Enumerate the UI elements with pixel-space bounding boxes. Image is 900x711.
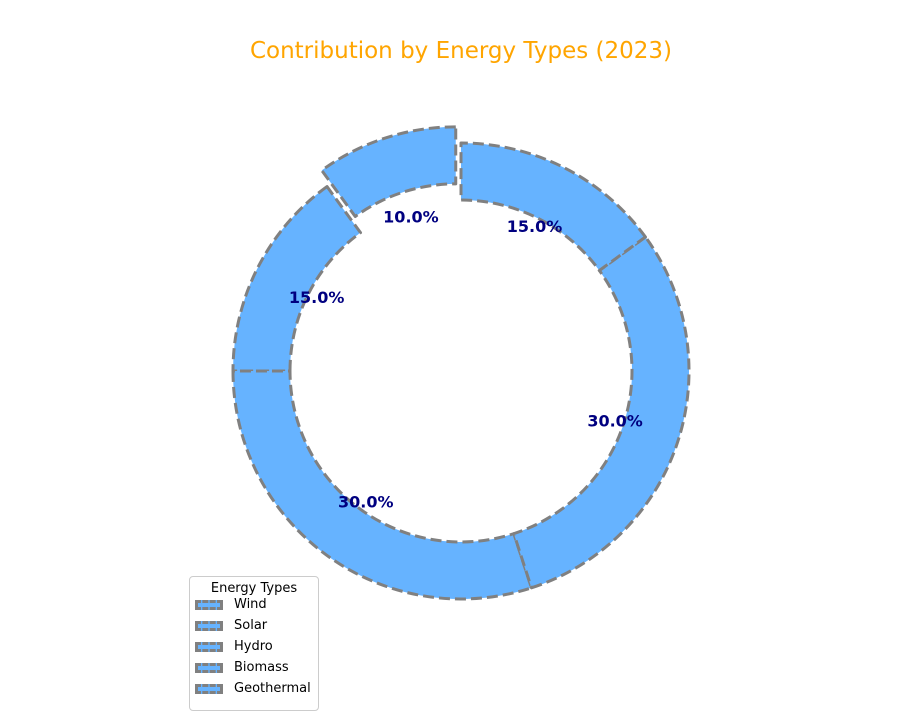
wedge-group (231, 125, 691, 601)
chart-title: Contribution by Energy Types (2023) (249, 38, 673, 64)
pct-label-solar: 15.0% (289, 288, 345, 307)
legend-item-hydro: Hydro (190, 638, 318, 659)
legend-swatch (195, 600, 223, 610)
legend-label: Hydro (234, 639, 273, 654)
legend-item-biomass: Biomass (190, 659, 318, 680)
legend-swatch (195, 684, 223, 694)
wedge-biomass (512, 235, 691, 590)
pct-label-biomass: 30.0% (587, 412, 643, 431)
legend-swatch (195, 642, 223, 652)
percentage-label-group: 10.0% 15.0% 30.0% 30.0% 15.0% (289, 207, 643, 511)
legend-item-wind: Wind (190, 596, 318, 617)
legend-label: Geothermal (234, 681, 311, 696)
legend-item-solar: Solar (190, 617, 318, 638)
legend-label: Solar (234, 618, 268, 633)
pct-label-wind: 10.0% (383, 207, 439, 226)
legend-swatch (195, 663, 223, 673)
legend-swatch (195, 621, 223, 631)
legend-label: Biomass (234, 660, 289, 675)
legend-label: Wind (234, 597, 267, 612)
wedge-hydro (231, 369, 533, 601)
wedge-solar (231, 185, 362, 373)
wedge-wind (320, 125, 458, 218)
pct-label-geothermal: 15.0% (507, 217, 563, 236)
legend-item-geothermal: Geothermal (190, 680, 318, 701)
legend-title: Energy Types (210, 581, 298, 596)
legend: Energy Types Wind Solar Hydro Biomass Ge… (189, 576, 319, 711)
wedge-geothermal (459, 141, 647, 272)
pct-label-hydro: 30.0% (338, 493, 394, 512)
